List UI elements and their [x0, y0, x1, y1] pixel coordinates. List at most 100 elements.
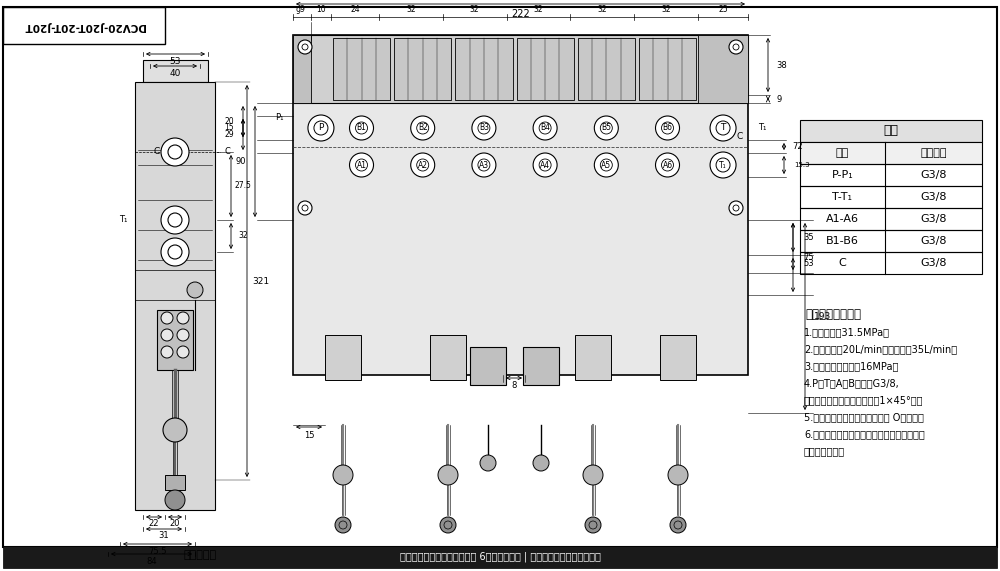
Bar — [639, 38, 696, 100]
Text: B6: B6 — [663, 123, 673, 132]
Text: 10: 10 — [316, 5, 326, 14]
Text: T: T — [720, 123, 726, 132]
Text: A1: A1 — [357, 160, 367, 170]
Text: 15: 15 — [224, 123, 234, 132]
Text: 9: 9 — [300, 5, 304, 14]
Bar — [517, 38, 574, 100]
Text: 53: 53 — [804, 259, 814, 268]
Bar — [325, 335, 361, 380]
Bar — [394, 38, 451, 100]
Bar — [523, 347, 559, 385]
Text: 螺纹规格: 螺纹规格 — [920, 148, 947, 158]
Circle shape — [161, 138, 189, 166]
Circle shape — [656, 153, 680, 177]
Text: A3: A3 — [479, 160, 489, 170]
Bar — [3, 7, 165, 44]
Text: T-T₁: T-T₁ — [832, 192, 852, 202]
Text: 4.P、T、A、B口均为G3/8,: 4.P、T、A、B口均为G3/8, — [804, 378, 900, 388]
Text: 32: 32 — [238, 231, 248, 240]
Text: 架后盖为铝本色: 架后盖为铝本色 — [804, 446, 845, 456]
Text: T₁: T₁ — [719, 160, 727, 170]
Bar — [165, 475, 185, 490]
Circle shape — [585, 517, 601, 533]
Text: 72: 72 — [793, 142, 803, 151]
Text: 222: 222 — [511, 9, 530, 19]
Text: 38: 38 — [777, 61, 787, 70]
Circle shape — [670, 517, 686, 533]
Circle shape — [668, 465, 688, 485]
Circle shape — [187, 282, 203, 298]
Text: C: C — [224, 147, 230, 156]
Circle shape — [594, 153, 618, 177]
Text: 53: 53 — [170, 57, 181, 66]
Text: 8: 8 — [511, 381, 517, 391]
Text: G3/8: G3/8 — [920, 258, 947, 268]
Bar — [135, 82, 215, 510]
Bar — [143, 60, 208, 82]
Circle shape — [298, 40, 312, 54]
Text: A2: A2 — [418, 160, 428, 170]
Circle shape — [177, 329, 189, 341]
Text: C: C — [154, 147, 160, 156]
Circle shape — [472, 153, 496, 177]
Text: 9: 9 — [296, 7, 300, 17]
Text: 2.额定流量：20L/min，最大流量35L/min；: 2.额定流量：20L/min，最大流量35L/min； — [804, 344, 957, 354]
Circle shape — [533, 455, 549, 471]
Circle shape — [298, 201, 312, 215]
Bar — [800, 186, 982, 208]
Bar — [455, 38, 513, 100]
Circle shape — [165, 490, 185, 510]
Text: 32: 32 — [534, 5, 543, 14]
Circle shape — [308, 115, 334, 141]
Text: 25: 25 — [718, 5, 728, 14]
Text: 35: 35 — [804, 233, 814, 242]
Circle shape — [411, 153, 435, 177]
Circle shape — [177, 312, 189, 324]
Text: C: C — [839, 258, 846, 268]
Bar — [470, 347, 506, 385]
Text: 接口: 接口 — [836, 148, 849, 158]
Text: 321: 321 — [252, 276, 270, 286]
Text: B2: B2 — [418, 123, 428, 132]
Text: 32: 32 — [406, 5, 416, 14]
Bar — [800, 164, 982, 186]
Circle shape — [161, 206, 189, 234]
Bar — [800, 230, 982, 252]
Bar — [3, 546, 997, 568]
Text: DCV20-J20T-20T-J20T: DCV20-J20T-20T-J20T — [23, 21, 145, 31]
Circle shape — [533, 153, 557, 177]
Circle shape — [161, 238, 189, 266]
Bar — [800, 142, 982, 164]
Text: 均为平面密封，螺纹孔口倒角1×45°角。: 均为平面密封，螺纹孔口倒角1×45°角。 — [804, 395, 924, 405]
Bar — [578, 38, 635, 100]
Circle shape — [472, 116, 496, 140]
Bar — [293, 35, 748, 375]
Bar — [430, 335, 466, 380]
Text: 液压原理图: 液压原理图 — [183, 550, 217, 560]
Text: C: C — [737, 132, 743, 141]
Text: 29: 29 — [224, 130, 234, 139]
Text: 6.阀体表面砰化处理，安全阀及螺纹锁紧，支: 6.阀体表面砰化处理，安全阀及螺纹锁紧，支 — [804, 429, 925, 439]
Text: B5: B5 — [601, 123, 611, 132]
Circle shape — [710, 115, 736, 141]
Bar — [698, 35, 748, 103]
Text: B4: B4 — [540, 123, 550, 132]
Text: 24: 24 — [350, 5, 360, 14]
Text: 32: 32 — [470, 5, 479, 14]
Circle shape — [350, 116, 374, 140]
Bar — [660, 335, 696, 380]
Circle shape — [533, 116, 557, 140]
Bar — [293, 35, 748, 103]
Text: 20: 20 — [170, 520, 180, 529]
Circle shape — [161, 346, 173, 358]
Text: A4: A4 — [540, 160, 550, 170]
Text: 27.5: 27.5 — [235, 182, 251, 191]
Bar — [800, 252, 982, 274]
Circle shape — [333, 465, 353, 485]
Text: 15: 15 — [304, 431, 314, 440]
Text: G3/8: G3/8 — [920, 192, 947, 202]
Text: T₁: T₁ — [119, 215, 127, 224]
Text: 15.3: 15.3 — [794, 162, 810, 168]
Bar — [333, 38, 390, 100]
Text: 22: 22 — [149, 520, 159, 529]
